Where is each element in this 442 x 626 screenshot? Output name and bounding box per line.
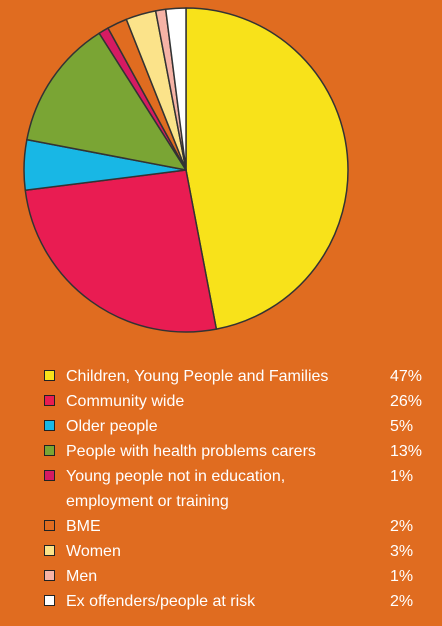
legend-value: 26% [390,393,423,410]
pie-chart-svg [23,7,349,333]
legend-item: BME 2% [44,514,442,539]
legend-swatch [44,470,55,481]
legend-label: Older people [66,418,158,435]
legend-swatch [44,595,55,606]
legend-value: 1% [390,468,414,485]
legend-item: Young people not in education, employmen… [44,464,442,514]
legend-swatch [44,445,55,456]
pie-chart [23,7,349,333]
legend-swatch [44,395,55,406]
legend-label: Women [66,543,121,560]
legend-value: 1% [390,568,414,585]
legend-item: Children, Young People and Families 47% [44,364,442,389]
pie-slice-1 [24,169,218,333]
legend-swatch [44,370,55,381]
pie-slice-8 [164,7,187,171]
legend-value: 2% [390,518,414,535]
legend-item: Community wide 26% [44,389,442,414]
legend-item: Ex offenders/people at risk 2% [44,589,442,614]
legend-value: 3% [390,543,414,560]
legend-label: Community wide [66,393,185,410]
legend-label: Children, Young People and Families [66,368,329,385]
legend-value: 2% [390,593,414,610]
legend-label: Ex offenders/people at risk [66,593,256,610]
legend-item: Older people 5% [44,414,442,439]
legend-label: Men [66,568,98,585]
legend-swatch [44,420,55,431]
legend-item: Women 3% [44,539,442,564]
legend-label: People with health problems carers [66,443,316,460]
legend-value: 5% [390,418,414,435]
legend-value: 47% [390,368,423,385]
legend-label: Young people not in education, employmen… [66,468,286,510]
pie-slice-0 [185,7,349,330]
legend-swatch [44,570,55,581]
chart-legend: Children, Young People and Families 47% Co… [44,364,442,614]
legend-label: BME [66,518,101,535]
legend-item: People with health problems carers 13% [44,439,442,464]
legend-value: 13% [390,443,423,460]
pie-slice-3 [26,32,187,171]
legend-swatch [44,520,55,531]
legend-swatch [44,545,55,556]
legend-item: Men 1% [44,564,442,589]
